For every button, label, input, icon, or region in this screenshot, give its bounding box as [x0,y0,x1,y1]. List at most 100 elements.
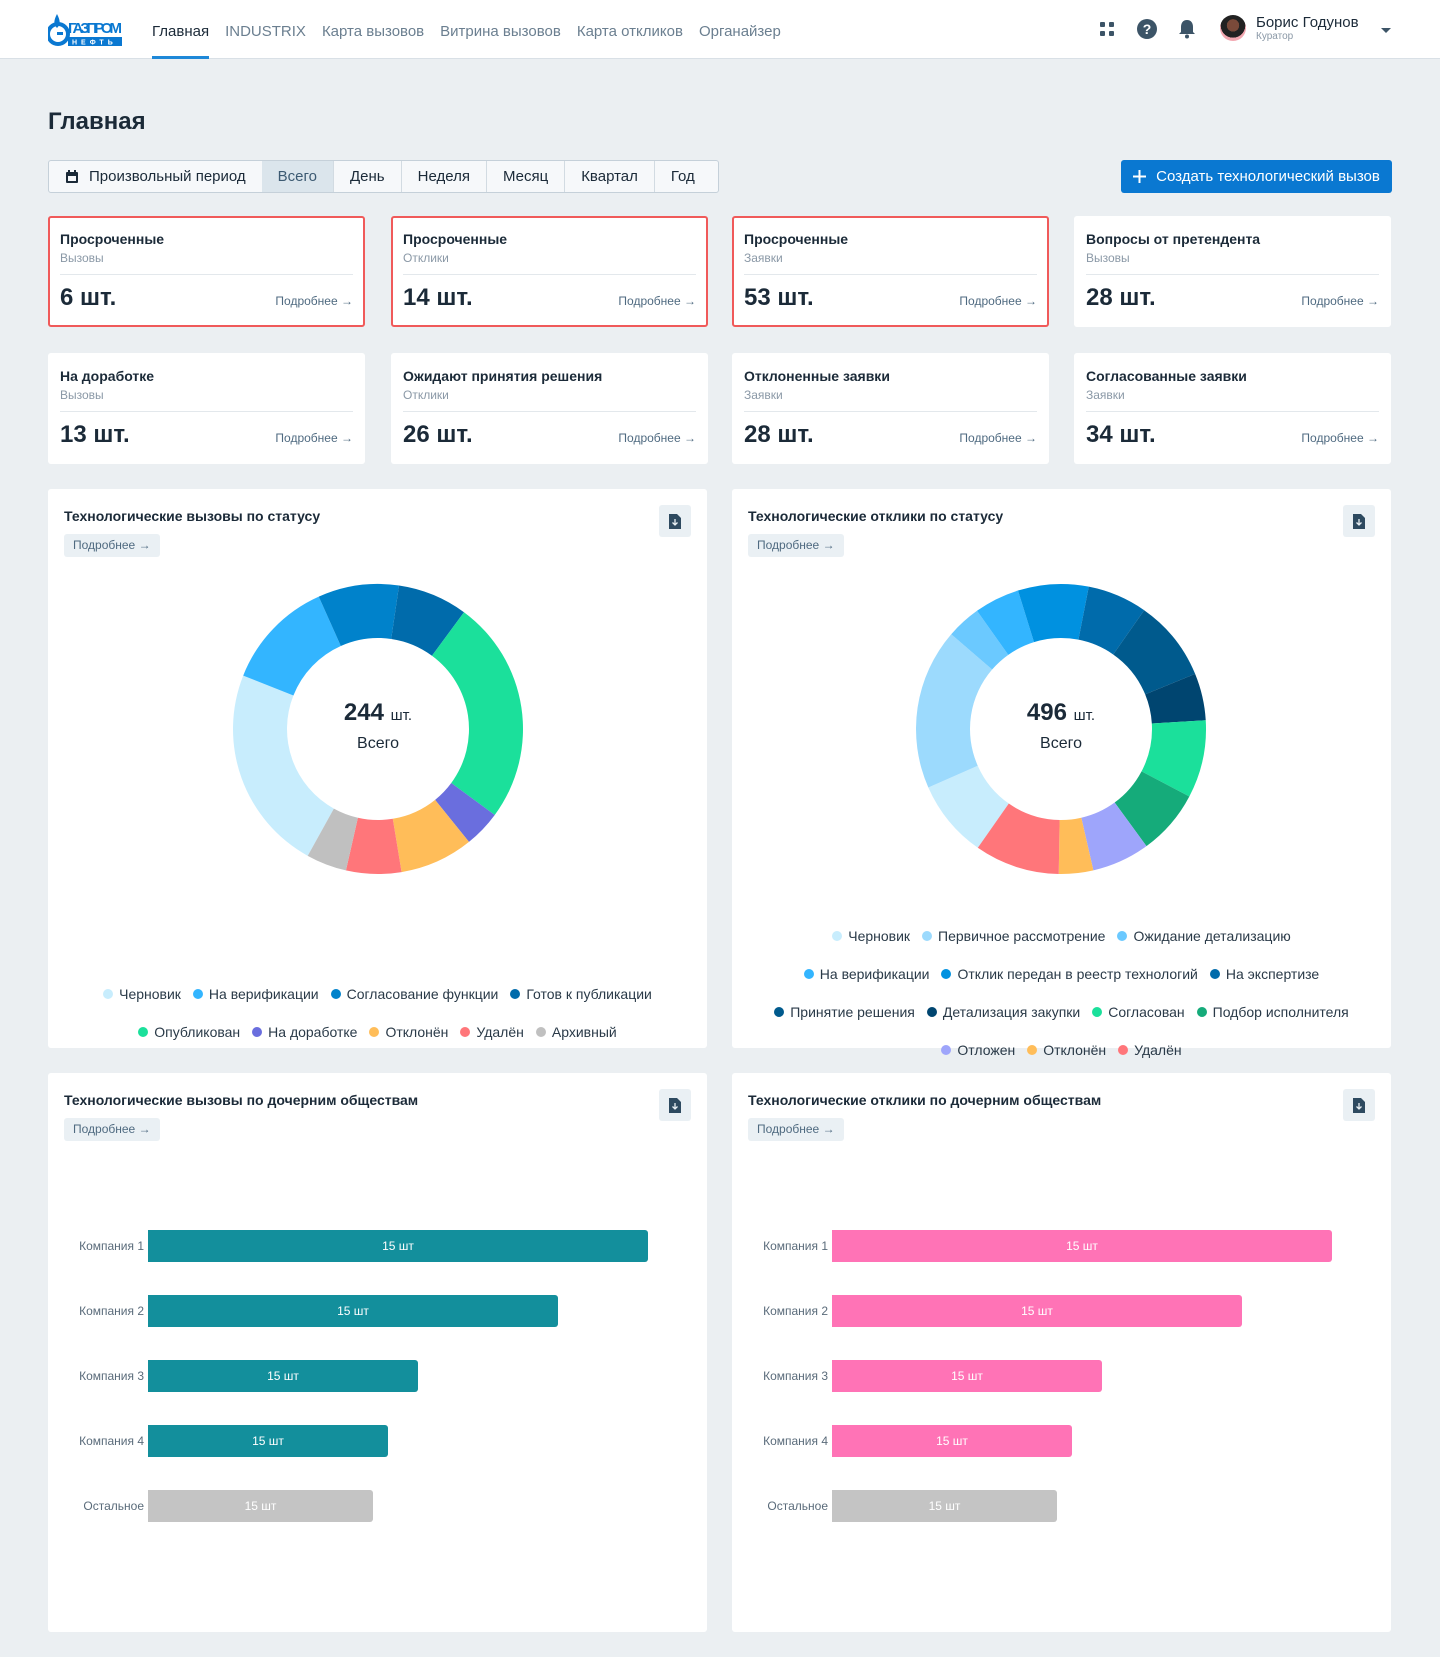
legend-item[interactable]: На доработке [252,1024,357,1040]
donut-segment[interactable] [1058,817,1094,874]
nav-calls-showcase[interactable]: Витрина вызовов [440,23,561,40]
card-more-link[interactable]: Подробнее → [275,294,353,308]
donut-segment[interactable] [435,782,495,842]
legend-dot-icon [922,931,933,941]
donut-segment[interactable] [345,817,402,874]
nav-home[interactable]: Главная [152,0,210,59]
period-quarter[interactable]: Квартал [565,161,655,192]
gazprom-neft-logo[interactable]: ГАЗПРОМ НЕФТЬ [46,12,124,48]
legend-item[interactable]: Черновик [832,928,910,944]
stat-card: На доработке Вызовы 13 шт. Подробнее → [48,353,365,464]
donut-segment[interactable] [243,596,341,696]
chevron-down-icon[interactable] [1380,27,1391,33]
donut-segment[interactable] [233,675,334,856]
card-more-link[interactable]: Подробнее → [618,294,696,308]
more-button[interactable]: Подробнее → [748,1118,844,1141]
legend-label: Детализация закупки [942,1004,1081,1020]
bar[interactable]: 15 шт [832,1360,1102,1392]
legend-item[interactable]: Опубликован [138,1024,240,1040]
download-report-icon[interactable] [659,1089,691,1121]
bar[interactable]: 15 шт [832,1230,1332,1262]
period-year[interactable]: Год [670,168,695,185]
legend-dot-icon [330,989,341,999]
legend-item[interactable]: На верификации [192,986,319,1002]
bar[interactable]: 15 шт [148,1425,388,1457]
bell-icon[interactable] [1176,18,1198,40]
download-report-icon[interactable] [659,505,691,537]
bar[interactable]: 15 шт [148,1230,648,1262]
donut-segment[interactable] [392,799,469,873]
card-more-link[interactable]: Подробнее → [1301,294,1379,308]
donut-segment[interactable] [928,765,1009,848]
legend-item[interactable]: Согласование функции [330,986,498,1002]
donut-segment[interactable] [977,803,1060,874]
legend-label: Первичное рассмотрение [938,928,1106,944]
bar[interactable]: 15 шт [148,1360,418,1392]
bar[interactable]: 15 шт [832,1425,1072,1457]
more-button[interactable]: Подробнее → [64,534,160,557]
legend-item[interactable]: Отклонён [1027,1042,1106,1058]
legend-item[interactable]: Детализация закупки [926,1004,1081,1020]
legend-item[interactable]: Подбор исполнителя [1196,1004,1349,1020]
user-menu[interactable]: Борис Годунов Куратор [1220,14,1391,42]
bar[interactable]: 15 шт [832,1490,1057,1522]
legend-item[interactable]: Отклик передан в реестр технологий [941,966,1198,982]
nav-industrix[interactable]: INDUSTRIX [225,23,306,40]
apps-grid-icon[interactable] [1096,18,1118,40]
donut-segment[interactable] [307,808,358,871]
donut-segment[interactable] [431,612,523,815]
nav-organizer[interactable]: Органайзер [698,23,781,40]
card-more-link[interactable]: Подробнее → [618,431,696,445]
legend-item[interactable]: Первичное рассмотрение [922,928,1105,944]
more-button[interactable]: Подробнее → [64,1118,160,1141]
legend-item[interactable]: Отклонён [369,1024,448,1040]
nav-calls-map[interactable]: Карта вызовов [321,23,425,40]
download-report-icon[interactable] [1343,505,1375,537]
donut-segment[interactable] [1017,584,1089,643]
legend-item[interactable]: Удалён [1118,1042,1182,1058]
help-icon[interactable]: ? [1136,18,1158,40]
bar[interactable]: 15 шт [148,1490,373,1522]
donut-segment[interactable] [391,585,464,656]
donut-segment[interactable] [1145,673,1206,724]
legend-label: Согласован [1108,1004,1185,1020]
legend-item[interactable]: Согласован [1092,1004,1185,1020]
donut-segment[interactable] [318,584,400,646]
legend-dot-icon [510,989,521,999]
legend-item[interactable]: На верификации [803,966,929,982]
period-all[interactable]: Всего [261,161,335,192]
card-more-link[interactable]: Подробнее → [959,294,1037,308]
download-report-icon[interactable] [1343,1089,1375,1121]
legend-item[interactable]: Принятие решения [774,1004,915,1020]
card-title: Просроченные [60,231,165,247]
create-challenge-button[interactable]: Создать технологический вызов [1121,160,1392,193]
donut-segment[interactable] [951,610,1009,670]
donut-segment[interactable] [1114,771,1190,847]
custom-period-button[interactable]: Произвольный период [49,161,262,192]
legend-item[interactable]: Готов к публикации [510,986,652,1002]
nav-responses-map[interactable]: Карта откликов [576,23,683,40]
card-title: Согласованные заявки [1086,368,1247,384]
donut-segment[interactable] [1141,720,1206,797]
bar[interactable]: 15 шт [832,1295,1242,1327]
arrow-right-icon: → [1367,294,1379,308]
card-more-link[interactable]: Подробнее → [959,431,1037,445]
legend-item[interactable]: Отложен [941,1042,1015,1058]
card-more-link[interactable]: Подробнее → [1301,431,1379,445]
period-month[interactable]: Месяц [487,161,566,192]
legend-item[interactable]: Ожидание детализацию [1117,928,1291,944]
period-week[interactable]: Неделя [402,161,487,192]
donut-segment[interactable] [1113,610,1196,695]
legend-item[interactable]: Удалён [460,1024,524,1040]
legend-item[interactable]: Архивный [535,1024,617,1040]
more-button[interactable]: Подробнее → [748,534,844,557]
donut-segment[interactable] [976,590,1035,655]
donut-segment[interactable] [1081,802,1147,871]
card-more-link[interactable]: Подробнее → [275,431,353,445]
period-day[interactable]: День [334,161,402,192]
donut-segment[interactable] [1078,586,1145,655]
bar[interactable]: 15 шт [148,1295,558,1327]
legend-item[interactable]: На экспертизе [1209,966,1319,982]
donut-segment[interactable] [916,634,993,788]
legend-item[interactable]: Черновик [103,986,181,1002]
